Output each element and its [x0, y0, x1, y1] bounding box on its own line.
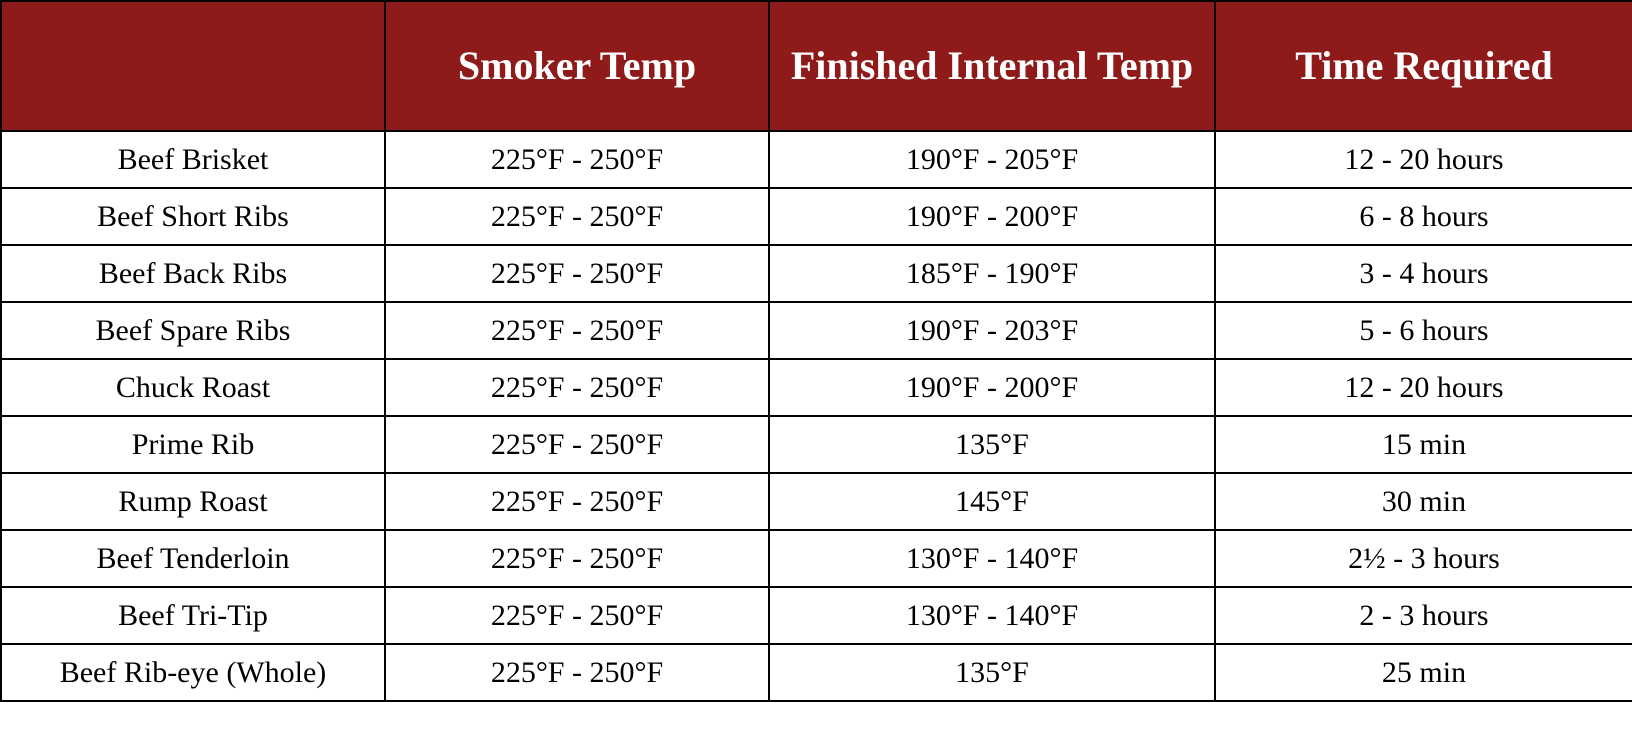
cell-cut: Beef Tenderloin — [1, 530, 385, 587]
cell-cut: Prime Rib — [1, 416, 385, 473]
cell-internal-temp: 145°F — [769, 473, 1215, 530]
col-header-internal-temp: Finished Internal Temp — [769, 1, 1215, 131]
cell-internal-temp: 135°F — [769, 416, 1215, 473]
table-row: Beef Back Ribs225°F - 250°F185°F - 190°F… — [1, 245, 1632, 302]
cell-time-required: 12 - 20 hours — [1215, 359, 1632, 416]
table-header: Smoker Temp Finished Internal Temp Time … — [1, 1, 1632, 131]
table-row: Beef Spare Ribs225°F - 250°F190°F - 203°… — [1, 302, 1632, 359]
cell-smoker-temp: 225°F - 250°F — [385, 131, 769, 188]
cell-time-required: 2½ - 3 hours — [1215, 530, 1632, 587]
cell-cut: Beef Spare Ribs — [1, 302, 385, 359]
cell-time-required: 6 - 8 hours — [1215, 188, 1632, 245]
cell-smoker-temp: 225°F - 250°F — [385, 359, 769, 416]
cell-smoker-temp: 225°F - 250°F — [385, 530, 769, 587]
table-row: Beef Short Ribs225°F - 250°F190°F - 200°… — [1, 188, 1632, 245]
cell-time-required: 2 - 3 hours — [1215, 587, 1632, 644]
col-header-time-required: Time Required — [1215, 1, 1632, 131]
cell-time-required: 15 min — [1215, 416, 1632, 473]
cell-time-required: 25 min — [1215, 644, 1632, 701]
col-header-cut — [1, 1, 385, 131]
cell-smoker-temp: 225°F - 250°F — [385, 587, 769, 644]
cell-cut: Beef Rib-eye (Whole) — [1, 644, 385, 701]
cell-smoker-temp: 225°F - 250°F — [385, 416, 769, 473]
col-header-smoker-temp: Smoker Temp — [385, 1, 769, 131]
cell-internal-temp: 190°F - 203°F — [769, 302, 1215, 359]
table-row: Beef Rib-eye (Whole)225°F - 250°F135°F25… — [1, 644, 1632, 701]
cell-time-required: 5 - 6 hours — [1215, 302, 1632, 359]
cell-internal-temp: 135°F — [769, 644, 1215, 701]
cell-smoker-temp: 225°F - 250°F — [385, 644, 769, 701]
cell-cut: Beef Short Ribs — [1, 188, 385, 245]
smoking-temp-table: Smoker Temp Finished Internal Temp Time … — [0, 0, 1632, 702]
cell-time-required: 3 - 4 hours — [1215, 245, 1632, 302]
cell-internal-temp: 190°F - 205°F — [769, 131, 1215, 188]
cell-internal-temp: 190°F - 200°F — [769, 188, 1215, 245]
cell-internal-temp: 185°F - 190°F — [769, 245, 1215, 302]
table-row: Rump Roast225°F - 250°F145°F30 min — [1, 473, 1632, 530]
smoking-temp-table-container: Smoker Temp Finished Internal Temp Time … — [0, 0, 1632, 702]
cell-smoker-temp: 225°F - 250°F — [385, 302, 769, 359]
cell-cut: Beef Tri-Tip — [1, 587, 385, 644]
cell-cut: Beef Back Ribs — [1, 245, 385, 302]
cell-time-required: 12 - 20 hours — [1215, 131, 1632, 188]
table-row: Beef Tri-Tip225°F - 250°F130°F - 140°F2 … — [1, 587, 1632, 644]
cell-smoker-temp: 225°F - 250°F — [385, 245, 769, 302]
table-header-row: Smoker Temp Finished Internal Temp Time … — [1, 1, 1632, 131]
cell-internal-temp: 190°F - 200°F — [769, 359, 1215, 416]
cell-smoker-temp: 225°F - 250°F — [385, 473, 769, 530]
cell-cut: Chuck Roast — [1, 359, 385, 416]
table-row: Prime Rib225°F - 250°F135°F15 min — [1, 416, 1632, 473]
table-row: Beef Tenderloin225°F - 250°F130°F - 140°… — [1, 530, 1632, 587]
cell-cut: Rump Roast — [1, 473, 385, 530]
cell-internal-temp: 130°F - 140°F — [769, 587, 1215, 644]
cell-cut: Beef Brisket — [1, 131, 385, 188]
cell-internal-temp: 130°F - 140°F — [769, 530, 1215, 587]
table-body: Beef Brisket225°F - 250°F190°F - 205°F12… — [1, 131, 1632, 701]
cell-smoker-temp: 225°F - 250°F — [385, 188, 769, 245]
table-row: Beef Brisket225°F - 250°F190°F - 205°F12… — [1, 131, 1632, 188]
table-row: Chuck Roast225°F - 250°F190°F - 200°F12 … — [1, 359, 1632, 416]
cell-time-required: 30 min — [1215, 473, 1632, 530]
